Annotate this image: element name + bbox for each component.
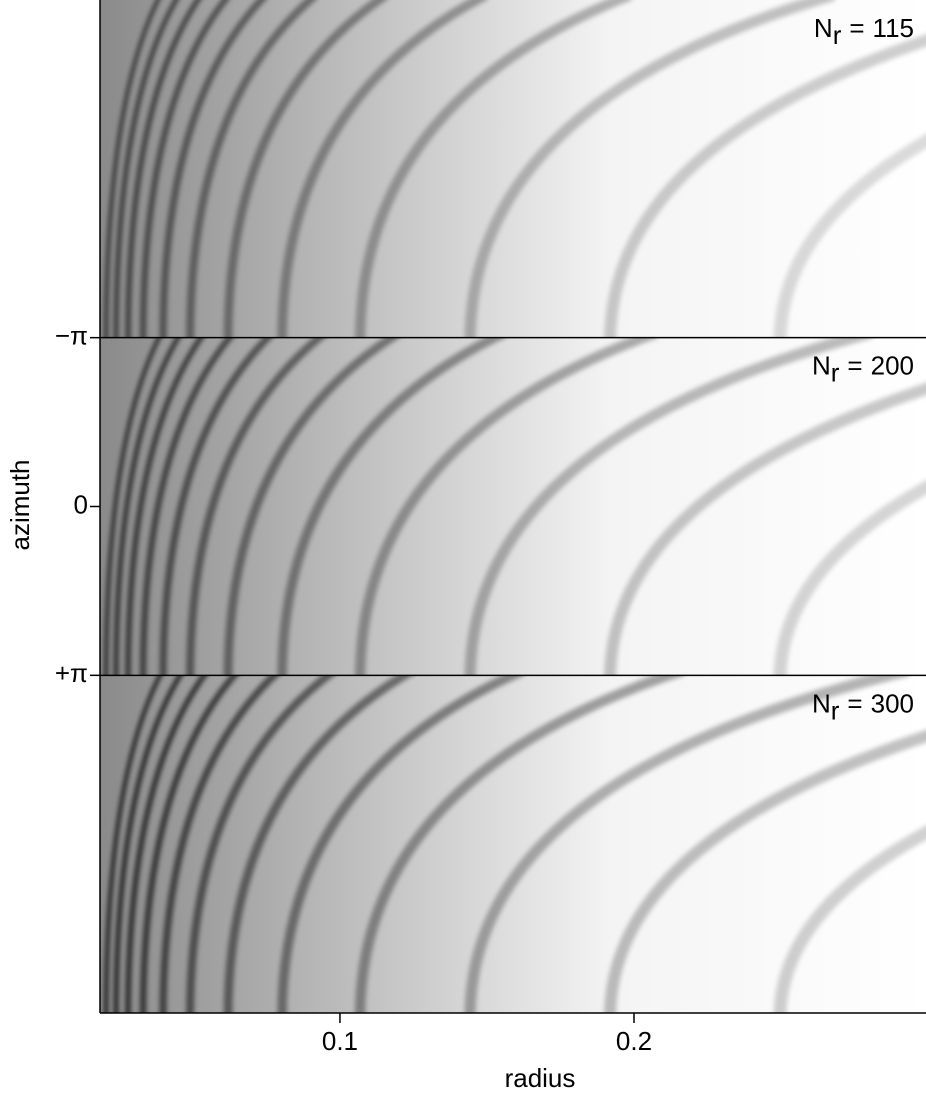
panel-image — [100, 337, 926, 676]
spiral-arm — [773, 480, 926, 676]
x-axis-label: radius — [505, 1063, 576, 1093]
panel-label: Nr = 200 — [812, 351, 914, 388]
panel-symbol: N — [814, 13, 833, 43]
panel-background — [100, 337, 926, 676]
spiral-arm — [223, 675, 413, 1013]
spiral-arm — [277, 337, 506, 676]
x-tick-label: 0.1 — [322, 1026, 358, 1056]
spiral-arm — [354, 337, 659, 676]
spiral-arm — [139, 337, 234, 676]
panel-value: 115 — [873, 13, 914, 43]
spiral-arm — [104, 675, 163, 1013]
panel-symbol: N — [812, 351, 831, 381]
spiral-arm — [125, 675, 208, 1013]
panel-subscript: r — [831, 695, 840, 725]
spiral-arm — [464, 675, 911, 1013]
spiral-arm — [113, 337, 181, 676]
y-tick-label: 0 — [74, 489, 88, 519]
spiral-arm — [159, 675, 280, 1013]
spiral-arm — [604, 730, 926, 1013]
spiral-arm — [186, 337, 326, 676]
x-tick-label: 0.2 — [616, 1026, 652, 1056]
spiral-arm — [277, 0, 487, 338]
y-tick-label: −π — [55, 321, 88, 351]
panel-label: Nr = 115 — [814, 13, 914, 50]
density-image — [100, 0, 926, 1013]
panel-symbol: N — [812, 688, 831, 718]
y-tick-label: +π — [55, 658, 88, 688]
spiral-arm — [277, 675, 524, 1013]
panel-equals: = — [847, 688, 862, 718]
spiral-arm — [223, 337, 400, 676]
spiral-arm — [125, 0, 202, 338]
spiral-arm — [186, 675, 335, 1013]
spiral-arm — [159, 337, 273, 676]
panel-image — [100, 675, 926, 1013]
spiral-arm — [604, 382, 926, 676]
panel-image — [100, 0, 926, 338]
spiral-arm — [354, 675, 685, 1013]
spiral-arm — [464, 337, 873, 676]
panel-value: 200 — [871, 351, 914, 381]
panel-label: Nr = 300 — [812, 688, 914, 725]
spiral-arm — [113, 0, 179, 338]
y-axis-label: azimuth — [5, 459, 35, 550]
spiral-arm — [354, 0, 632, 338]
spiral-arm — [186, 0, 317, 338]
panel-equals: = — [849, 13, 864, 43]
spiral-arm — [773, 133, 926, 338]
panel-value: 300 — [871, 688, 914, 718]
panel-subscript: r — [831, 358, 840, 388]
spiral-arm — [223, 0, 387, 338]
spiral-arm — [159, 0, 267, 338]
spiral-arm — [139, 675, 239, 1013]
spiral-arm — [139, 0, 230, 338]
spiral-arm — [113, 675, 183, 1013]
spiral-arm — [604, 34, 926, 338]
panel-background — [100, 675, 926, 1013]
spiral-arm — [104, 337, 162, 676]
spiral-arm — [464, 0, 836, 338]
spiral-arm — [104, 0, 161, 338]
panel-equals: = — [847, 351, 862, 381]
spiral-arm — [125, 337, 205, 676]
spiral-arm — [773, 825, 926, 1013]
panel-subscript: r — [833, 20, 842, 50]
